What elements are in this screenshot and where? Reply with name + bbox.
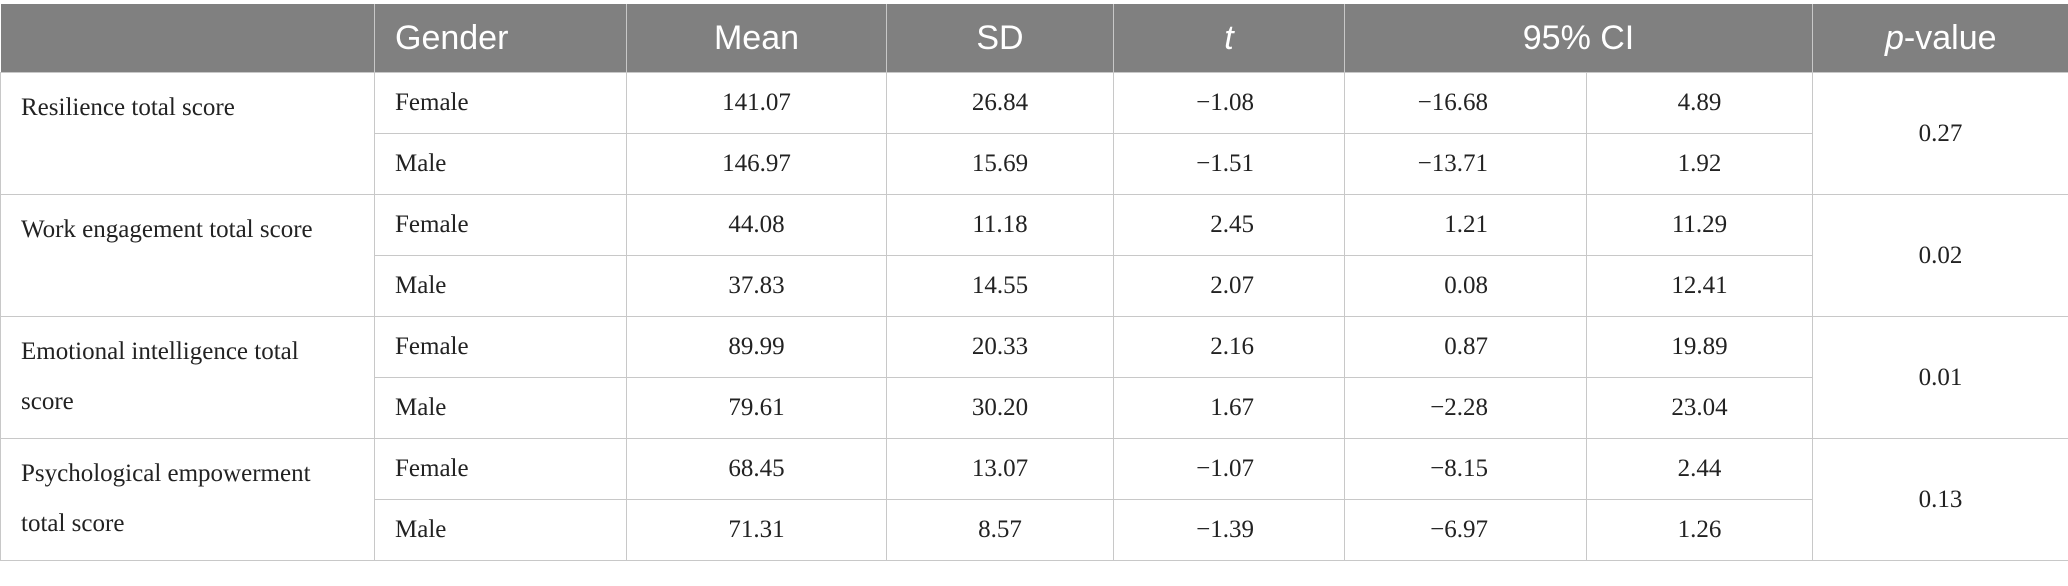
header-p-rest: -value <box>1903 18 1997 57</box>
ci-lower-cell: −6.97 <box>1344 499 1587 561</box>
mean-cell: 146.97 <box>626 133 887 195</box>
mean-cell: 79.61 <box>626 377 887 439</box>
header-mean: Mean <box>626 4 887 73</box>
ci-upper-cell: 1.26 <box>1586 499 1813 561</box>
ci-upper-cell: 12.41 <box>1586 255 1813 317</box>
sd-cell: 20.33 <box>886 316 1114 378</box>
sd-cell: 14.55 <box>886 255 1114 317</box>
results-table: Gender Mean SD t 95% CI p-value Resilien… <box>0 4 2068 561</box>
header-t: t <box>1113 4 1345 73</box>
table-row: Male 71.31 8.57 −1.39 −6.97 1.26 <box>1 499 2068 561</box>
gender-cell: Male <box>374 133 627 195</box>
mean-cell: 44.08 <box>626 194 887 256</box>
header-row: Gender Mean SD t 95% CI p-value <box>0 4 2068 73</box>
sd-cell: 8.57 <box>886 499 1114 561</box>
ci-lower-cell: 0.08 <box>1344 255 1587 317</box>
header-sd: SD <box>886 4 1114 73</box>
table-row: Psychological empowerment total score Fe… <box>0 438 2068 561</box>
table-row: Work engagement total score Female 44.08… <box>0 194 2068 317</box>
ci-upper-cell: 1.92 <box>1586 133 1813 195</box>
header-gender: Gender <box>374 4 627 73</box>
ci-lower-cell: 1.21 <box>1344 194 1587 256</box>
t-cell: 2.16 <box>1113 316 1345 378</box>
variable-name: Emotional intelligence total score <box>0 316 375 439</box>
ci-lower-cell: 0.87 <box>1344 316 1587 378</box>
t-cell: −1.08 <box>1113 72 1345 134</box>
sd-cell: 30.20 <box>886 377 1114 439</box>
ci-upper-cell: 19.89 <box>1586 316 1813 378</box>
table-row: Male 79.61 30.20 1.67 −2.28 23.04 <box>1 377 2068 439</box>
p-value-cell: 0.27 <box>1812 72 2068 195</box>
p-value-cell: 0.01 <box>1812 316 2068 439</box>
t-cell: 1.67 <box>1113 377 1345 439</box>
sd-cell: 13.07 <box>886 438 1114 500</box>
header-p-value: p-value <box>1812 4 2068 73</box>
variable-name: Resilience total score <box>0 72 375 195</box>
mean-cell: 89.99 <box>626 316 887 378</box>
p-value-cell: 0.13 <box>1812 438 2068 561</box>
table-row: Resilience total score Female 141.07 26.… <box>0 72 2068 195</box>
table-body: Resilience total score Female 141.07 26.… <box>0 72 2068 561</box>
ci-lower-cell: −13.71 <box>1344 133 1587 195</box>
sd-cell: 11.18 <box>886 194 1114 256</box>
mean-cell: 37.83 <box>626 255 887 317</box>
gender-cell: Female <box>374 316 627 378</box>
variable-name: Psychological empowerment total score <box>0 438 375 561</box>
t-cell: −1.51 <box>1113 133 1345 195</box>
gender-cell: Male <box>374 377 627 439</box>
gender-cell: Male <box>374 255 627 317</box>
t-cell: 2.45 <box>1113 194 1345 256</box>
table-row: Male 37.83 14.55 2.07 0.08 12.41 <box>1 255 2068 317</box>
t-cell: 2.07 <box>1113 255 1345 317</box>
ci-lower-cell: −2.28 <box>1344 377 1587 439</box>
ci-lower-cell: −8.15 <box>1344 438 1587 500</box>
ci-lower-cell: −16.68 <box>1344 72 1587 134</box>
header-t-label: t <box>1224 18 1234 57</box>
mean-cell: 71.31 <box>626 499 887 561</box>
header-ci: 95% CI <box>1344 4 1813 73</box>
table-header: Gender Mean SD t 95% CI p-value <box>0 4 2068 73</box>
gender-cell: Male <box>374 499 627 561</box>
mean-cell: 68.45 <box>626 438 887 500</box>
p-value-cell: 0.02 <box>1812 194 2068 317</box>
t-cell: −1.07 <box>1113 438 1345 500</box>
gender-cell: Female <box>374 72 627 134</box>
ci-upper-cell: 23.04 <box>1586 377 1813 439</box>
sd-cell: 26.84 <box>886 72 1114 134</box>
t-cell: −1.39 <box>1113 499 1345 561</box>
header-p-italic: p <box>1884 18 1904 57</box>
gender-cell: Female <box>374 194 627 256</box>
header-blank <box>0 4 375 73</box>
sd-cell: 15.69 <box>886 133 1114 195</box>
table-row: Emotional intelligence total score Femal… <box>0 316 2068 439</box>
ci-upper-cell: 2.44 <box>1586 438 1813 500</box>
ci-upper-cell: 11.29 <box>1586 194 1813 256</box>
mean-cell: 141.07 <box>626 72 887 134</box>
ci-upper-cell: 4.89 <box>1586 72 1813 134</box>
gender-cell: Female <box>374 438 627 500</box>
variable-name: Work engagement total score <box>0 194 375 317</box>
